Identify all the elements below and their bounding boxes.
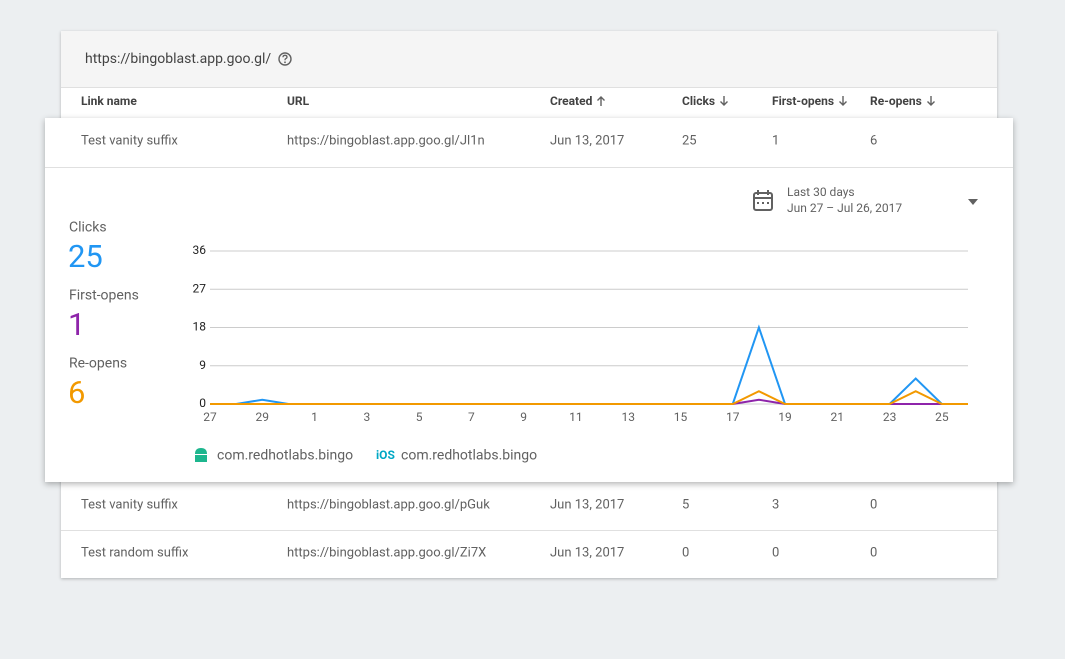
column-title[interactable]: Created (550, 94, 593, 108)
stat-value: 25 (68, 238, 103, 275)
date-range-label: Last 30 days (787, 185, 855, 199)
card-header: https://bingoblast.app.goo.gl/ (61, 31, 997, 88)
table-cell: https://bingoblast.app.goo.gl/Jl1n (287, 133, 485, 149)
table-cell: 3 (772, 497, 780, 513)
column-header: First-opens (772, 94, 848, 108)
column-title[interactable]: Re-opens (870, 94, 922, 108)
stat-label: First-opens (69, 288, 139, 304)
chart: Last 30 days Jun 27 – Jul 26, 2017 com.r… (68, 185, 978, 464)
y-tick-label: 18 (193, 320, 207, 334)
legend-label: com.redhotlabs.bingo (401, 448, 537, 464)
x-tick-label: 15 (674, 410, 688, 424)
y-tick-label: 36 (193, 243, 207, 257)
column-title[interactable]: Clicks (682, 94, 716, 108)
sort-arrow[interactable] (596, 95, 606, 107)
sort-arrow[interactable] (926, 95, 936, 107)
table-cell: 0 (870, 497, 878, 513)
x-tick-label: 27 (203, 410, 217, 424)
table-row[interactable]: Test random suffix https://bingoblast.app… (61, 530, 997, 578)
table-cell: https://bingoblast.app.goo.gl/Zi7X (287, 545, 487, 561)
x-tick-label: 9 (520, 410, 527, 424)
android-icon (195, 448, 207, 462)
dropdown-arrow[interactable] (968, 199, 978, 205)
y-tick-label: 27 (193, 281, 207, 295)
row-divider (61, 530, 997, 531)
table-cell: 6 (870, 133, 878, 149)
table-row[interactable]: Test vanity suffix https://bingoblast.app… (45, 118, 1013, 168)
table-cell: Jun 13, 2017 (550, 545, 625, 561)
table-cell: Jun 13, 2017 (550, 497, 625, 513)
table-cell: 5 (682, 497, 690, 513)
column-header: Re-opens (870, 94, 936, 108)
domain-text: https://bingoblast.app.goo.gl/ (85, 51, 272, 67)
x-tick-label: 7 (468, 410, 475, 424)
stat-label: Clicks (69, 220, 107, 236)
x-tick-label: 23 (883, 410, 897, 424)
expanded-row: Test vanity suffix https://bingoblast.app… (45, 118, 1013, 482)
table-cell: 0 (870, 545, 878, 561)
help-icon[interactable] (277, 51, 293, 67)
table-cell: 1 (772, 133, 780, 149)
column-header: Clicks (682, 94, 729, 108)
ios-icon: iOS (376, 448, 395, 462)
legend-label: com.redhotlabs.bingo (217, 448, 353, 464)
x-tick-label: 21 (831, 410, 845, 424)
table-cell: Test vanity suffix (81, 497, 178, 513)
column-title[interactable]: Link name (81, 94, 137, 108)
table-cell: 0 (772, 545, 780, 561)
table-cell: Test vanity suffix (81, 133, 178, 149)
x-tick-label: 13 (621, 410, 635, 424)
table-cell: 25 (682, 133, 697, 149)
domain-url: https://bingoblast.app.goo.gl/ (85, 51, 293, 67)
column-header: URL (287, 94, 309, 108)
column-header: Created (550, 94, 606, 108)
x-tick-label: 25 (935, 410, 949, 424)
x-tick-label: 29 (256, 410, 270, 424)
stat-label: Re-opens (69, 356, 127, 372)
calendar-icon[interactable] (753, 190, 773, 211)
column-header: Link name (81, 94, 137, 108)
sort-arrow[interactable] (719, 95, 729, 107)
x-tick-label: 1 (311, 410, 318, 424)
y-tick-label: 0 (199, 396, 206, 410)
stat-value: 6 (68, 374, 85, 411)
column-title[interactable]: First-opens (772, 94, 835, 108)
table: Link name URL Created Clicks First-opens Re-o… (61, 31, 997, 578)
column-title[interactable]: URL (287, 94, 310, 108)
table-cell: Test random suffix (81, 545, 189, 561)
table-cell: https://bingoblast.app.goo.gl/pGuk (287, 497, 490, 513)
x-tick-label: 17 (726, 410, 740, 424)
table-cell: Jun 13, 2017 (550, 133, 625, 149)
x-tick-label: 5 (416, 410, 423, 424)
stat-value: 1 (68, 306, 85, 343)
sort-arrow[interactable] (838, 95, 848, 107)
date-range: Jun 27 – Jul 26, 2017 (787, 201, 902, 215)
table-cell: 0 (682, 545, 690, 561)
table-row[interactable]: Test vanity suffix https://bingoblast.app… (61, 482, 997, 530)
x-tick-label: 3 (363, 410, 370, 424)
x-tick-label: 11 (569, 410, 583, 424)
data-line (210, 390, 968, 405)
y-tick-label: 9 (199, 358, 206, 372)
x-tick-label: 19 (778, 410, 792, 424)
